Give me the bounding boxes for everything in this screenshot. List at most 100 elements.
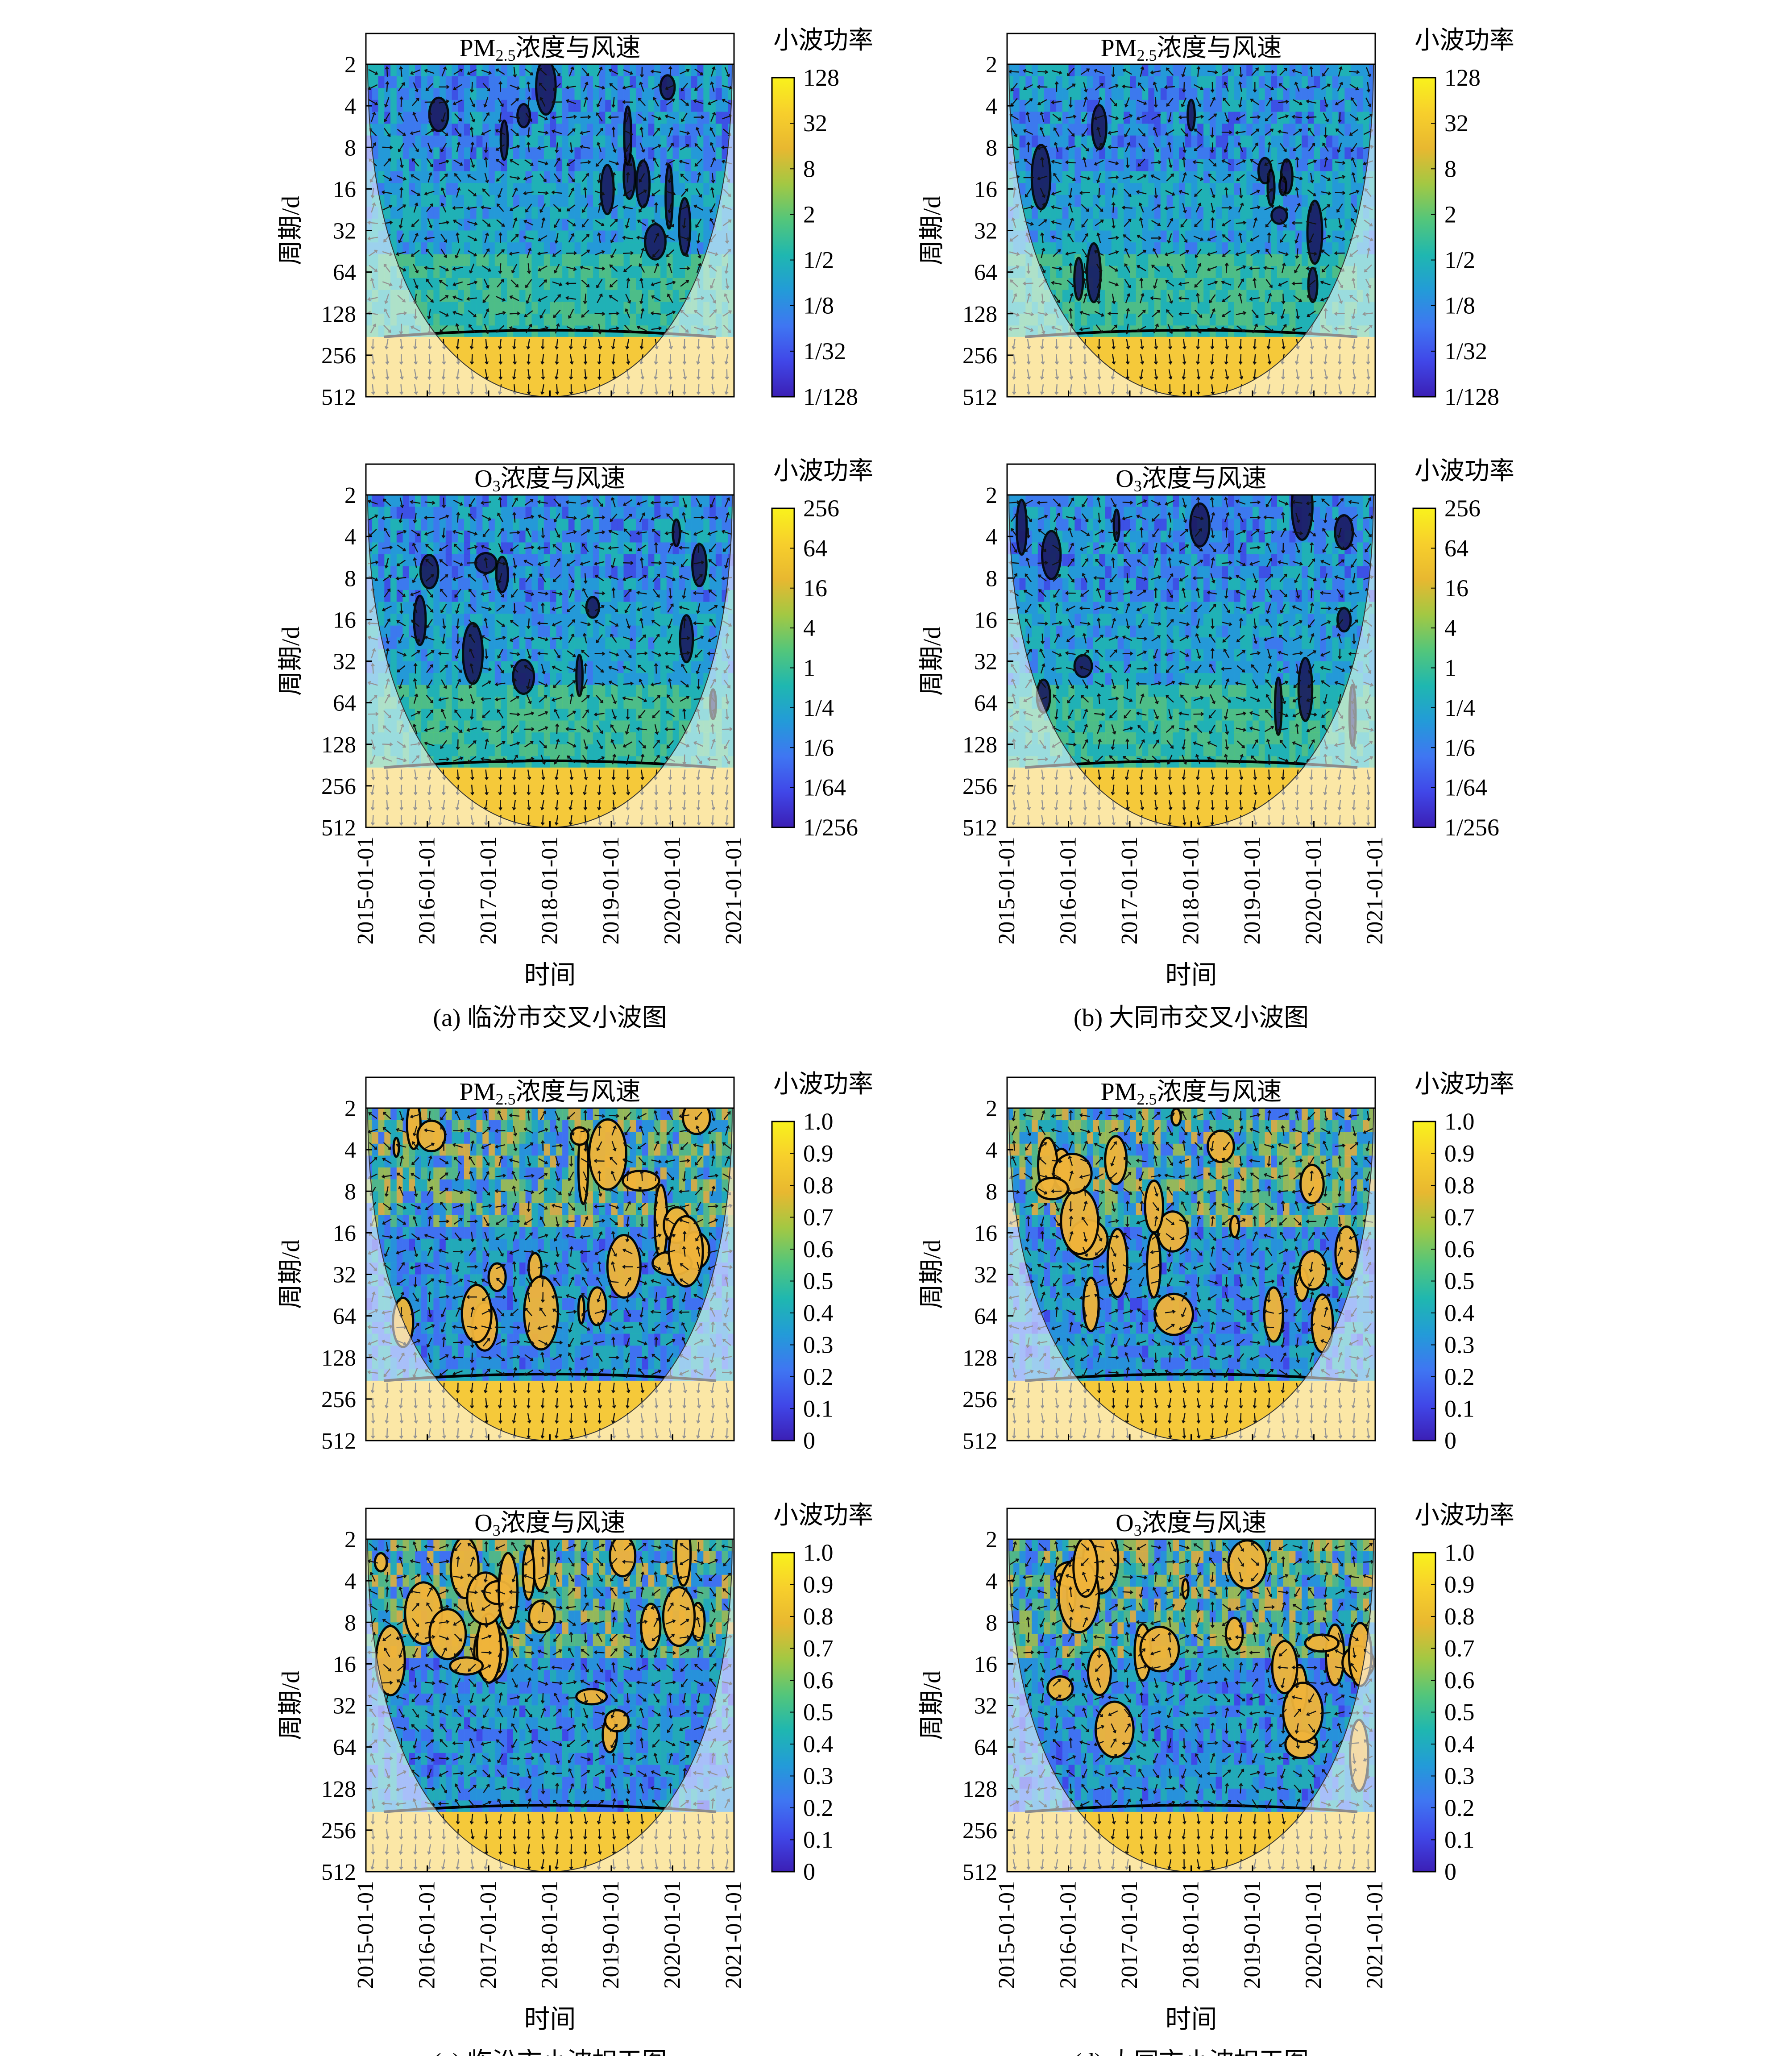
phase-arrow (481, 606, 491, 611)
phase-arrow (1165, 129, 1175, 136)
phase-arrow (651, 1710, 661, 1716)
x-axis-0: 2015-01-01 2016-01-01 2017-01-01 2018-01-01… (353, 836, 747, 989)
phase-arrow (1335, 1113, 1344, 1119)
phase-arrow (1026, 1587, 1031, 1597)
phase-arrow (440, 665, 448, 673)
phase-arrow (541, 1383, 544, 1393)
phase-arrow (652, 574, 660, 582)
phase-arrow (454, 113, 462, 121)
phase-arrow (1124, 279, 1131, 288)
phase-arrow (399, 1156, 403, 1166)
phase-arrow (468, 189, 477, 196)
phase-arrow (424, 1636, 435, 1639)
phase-arrow (583, 1186, 588, 1196)
phase-arrow (584, 1783, 587, 1794)
phase-arrow (625, 1618, 631, 1627)
phase-arrow (1083, 97, 1087, 107)
phase-arrow (399, 1292, 404, 1302)
phase-arrow (1181, 1754, 1188, 1763)
phase-arrow (523, 1651, 534, 1654)
phase-arrow (584, 339, 587, 349)
phase-arrow (638, 1157, 646, 1165)
phase-arrow (1027, 1617, 1030, 1628)
phase-arrow (383, 1127, 391, 1134)
phase-arrow (665, 1205, 676, 1208)
y-tick-label: 256 (321, 343, 356, 369)
phase-arrow (499, 1398, 502, 1408)
phase-arrow (471, 1814, 473, 1824)
phase-arrow (594, 191, 605, 195)
phase-arrow (1037, 1726, 1048, 1730)
phase-arrow (639, 1292, 646, 1301)
phase-arrow (1307, 160, 1316, 165)
phase-arrow (1237, 1353, 1244, 1362)
phase-arrow (1108, 1236, 1119, 1238)
phase-arrow (711, 187, 714, 198)
phase-arrow (583, 1693, 587, 1703)
panel-2-0: PM2.5浓度与风速248163264128256512周期/d小波功率1.00… (277, 1071, 873, 1454)
phase-arrow (511, 1542, 518, 1551)
phase-arrow (1025, 544, 1032, 552)
phase-arrow (1208, 544, 1216, 552)
phase-arrow (527, 82, 530, 92)
phase-arrow (1253, 785, 1257, 795)
phase-arrow (1166, 573, 1173, 583)
phase-arrow (556, 800, 558, 810)
phase-arrow (1055, 1557, 1058, 1567)
y-tick-label: 8 (344, 1179, 356, 1205)
phase-arrow (598, 1814, 601, 1824)
phase-arrow (511, 1648, 518, 1657)
phase-arrow (556, 1216, 559, 1227)
phase-arrow (581, 279, 589, 287)
phase-arrow (1165, 1311, 1175, 1313)
phase-arrow (439, 544, 448, 551)
phase-arrow (510, 234, 519, 242)
phase-arrow (1193, 235, 1203, 241)
phase-arrow (1307, 1682, 1317, 1684)
phase-arrow (1321, 1159, 1331, 1163)
phase-arrow (1225, 709, 1228, 719)
phase-arrow (1295, 82, 1300, 92)
phase-arrow (398, 634, 404, 644)
phase-arrow (697, 1246, 701, 1257)
phase-arrow (1024, 1188, 1033, 1194)
phase-arrow (1151, 174, 1161, 180)
phase-arrow (456, 233, 459, 243)
phase-arrow (396, 1696, 407, 1700)
cone-of-influence-shade (1007, 495, 1375, 827)
phase-arrow (1194, 189, 1202, 197)
phase-arrow (1083, 1678, 1087, 1688)
phase-arrow (469, 498, 475, 507)
phase-arrow (482, 188, 490, 197)
plot-area (366, 1539, 734, 1872)
phase-arrow (1182, 203, 1186, 213)
phase-arrow (665, 501, 676, 504)
phase-arrow (1254, 369, 1256, 379)
phase-arrow (1138, 83, 1145, 91)
phase-arrow (665, 531, 676, 534)
phase-arrow (637, 190, 647, 196)
phase-arrow (626, 754, 630, 764)
phase-arrow (570, 1814, 572, 1824)
phase-arrow (553, 498, 561, 507)
phase-arrow (1094, 1279, 1104, 1285)
phase-arrow (1237, 1542, 1244, 1552)
phase-arrow (1182, 142, 1186, 153)
significance-region (1207, 1130, 1235, 1163)
phase-arrow (1082, 218, 1088, 228)
phase-arrow (525, 1694, 533, 1702)
phase-arrow (681, 1678, 688, 1687)
phase-arrow (1211, 1398, 1214, 1408)
phase-arrow (697, 1262, 701, 1272)
phase-arrow (495, 682, 506, 685)
phase-arrow (412, 1141, 419, 1151)
phase-arrow (1296, 664, 1299, 674)
phase-arrow (1208, 1202, 1216, 1211)
phase-arrow (1351, 558, 1357, 568)
phase-arrow (569, 1322, 574, 1332)
phase-arrow (1324, 1572, 1327, 1582)
phase-arrow (411, 69, 420, 75)
phase-arrow (665, 1326, 676, 1329)
phase-arrow (708, 1128, 718, 1134)
phase-arrow (594, 1711, 605, 1715)
